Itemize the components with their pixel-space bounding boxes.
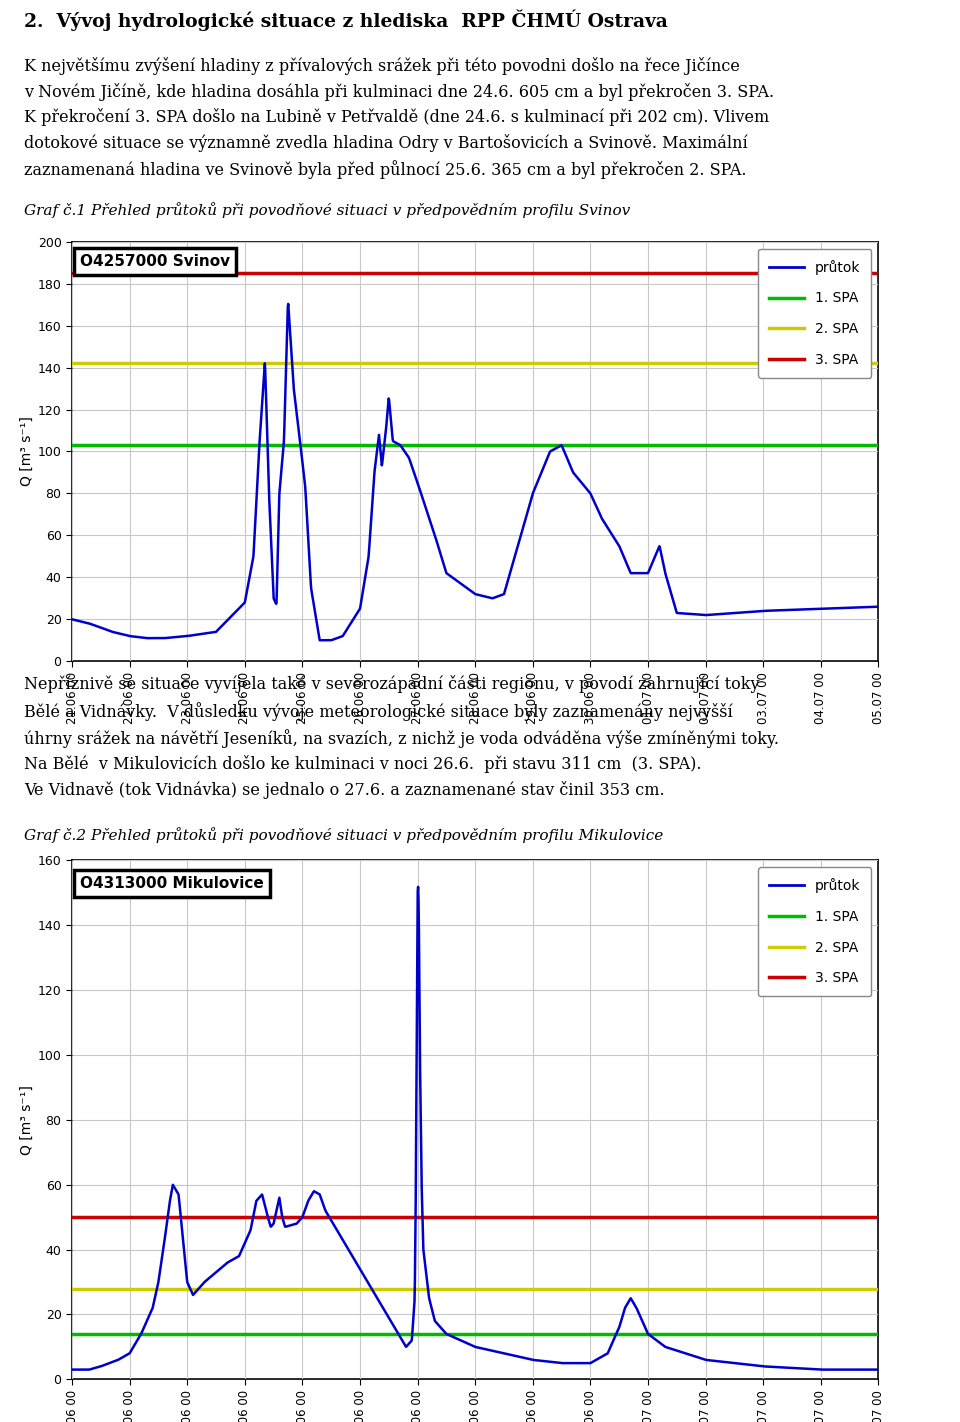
Text: Graf č.1 Přehled průtoků při povodňové situaci v předpovědním profilu Svinov: Graf č.1 Přehled průtoků při povodňové s… <box>24 202 631 218</box>
Text: O4257000 Svinov: O4257000 Svinov <box>80 255 230 269</box>
Text: Graf č.2 Přehled průtoků při povodňové situaci v předpovědním profilu Mikulovice: Graf č.2 Přehled průtoků při povodňové s… <box>24 828 663 843</box>
Text: O4313000 Mikulovice: O4313000 Mikulovice <box>80 876 264 890</box>
Legend: průtok, 1. SPA, 2. SPA, 3. SPA: průtok, 1. SPA, 2. SPA, 3. SPA <box>757 867 872 997</box>
Text: 2.  Vývoj hydrologické situace z hlediska  RPP ČHMÚ Ostrava: 2. Vývoj hydrologické situace z hlediska… <box>24 10 668 31</box>
Text: Nepříznivě se situace vyvíjela také v severozápadní části regionu, v povodí zahr: Nepříznivě se situace vyvíjela také v se… <box>24 675 779 799</box>
Legend: průtok, 1. SPA, 2. SPA, 3. SPA: průtok, 1. SPA, 2. SPA, 3. SPA <box>757 249 872 378</box>
Text: K největšímu zvýšení hladiny z přívalových srážek při této povodni došlo na řece: K největšímu zvýšení hladiny z přívalový… <box>24 57 774 179</box>
Y-axis label: Q [m³ s⁻¹]: Q [m³ s⁻¹] <box>19 1085 34 1155</box>
Y-axis label: Q [m³ s⁻¹]: Q [m³ s⁻¹] <box>19 417 34 486</box>
